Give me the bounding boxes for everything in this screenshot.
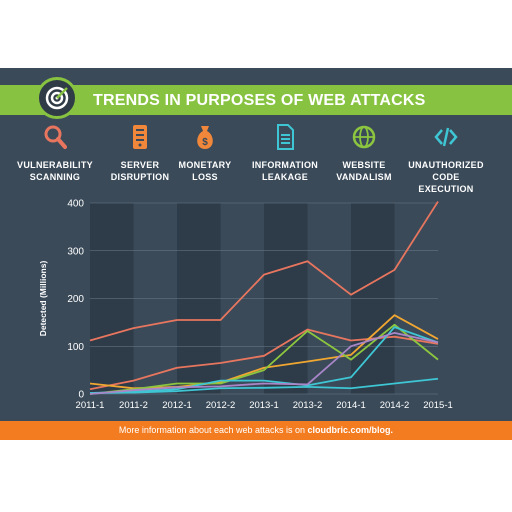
infographic-panel: TRENDS IN PURPOSES OF WEB ATTACKS VULNER… xyxy=(0,68,512,440)
target-logo-icon xyxy=(36,77,78,119)
page-title: TRENDS IN PURPOSES OF WEB ATTACKS xyxy=(93,92,426,109)
category-website-vandalism: WEBSITE VANDALISM xyxy=(322,124,406,183)
category-label: CODE EXECUTION xyxy=(418,172,474,194)
series-line xyxy=(89,201,439,342)
code-icon xyxy=(434,127,458,147)
category-label: INFORMATION xyxy=(251,160,319,170)
x-tick-label: 2014-2 xyxy=(380,400,410,411)
category-label: WEBSITE xyxy=(342,160,386,170)
globe-icon xyxy=(352,125,376,149)
category-label: LEAKAGE xyxy=(261,172,309,182)
y-tick-label: 100 xyxy=(67,342,84,353)
y-tick-label: 0 xyxy=(78,390,84,401)
y-tick-label: 200 xyxy=(67,294,84,305)
category-label: VANDALISM xyxy=(336,172,392,182)
series-line xyxy=(89,331,439,395)
footer-text: More information about each web attacks … xyxy=(118,425,306,435)
category-vulnerability-scanning: VULNERABILITY SCANNING xyxy=(13,124,97,183)
category-unauthorized-code-execution: UNAUTHORIZED CODE EXECUTION xyxy=(404,124,488,195)
header-bar xyxy=(0,85,512,115)
x-tick-label: 2011-1 xyxy=(76,400,105,411)
y-tick-label: 300 xyxy=(67,246,84,257)
x-tick-label: 2013-1 xyxy=(249,400,279,411)
category-label: VULNERABILITY xyxy=(17,160,93,170)
series-line xyxy=(89,326,439,394)
svg-text:$: $ xyxy=(202,137,208,148)
category-label: DISRUPTION xyxy=(110,172,170,182)
x-tick-label: 2014-1 xyxy=(336,400,366,411)
category-information-leakage: INFORMATION LEAKAGE xyxy=(243,124,327,183)
category-monetary-loss: $ MONETARY LOSS xyxy=(163,124,247,183)
x-tick-label: 2011-2 xyxy=(119,400,148,411)
line-chart: 0 100 200 300 400 2011-1 2011-2 2012-1 2012-2 201… xyxy=(38,199,453,412)
category-label: SERVER xyxy=(120,160,160,170)
category-label: SCANNING xyxy=(29,172,81,182)
y-tick-label: 400 xyxy=(67,199,84,210)
x-tick-label: 2015-1 xyxy=(423,400,453,411)
document-icon xyxy=(277,124,294,150)
server-icon xyxy=(133,125,147,149)
magnifier-icon xyxy=(44,125,67,149)
footer-bar: More information about each web attacks … xyxy=(0,421,512,440)
category-server-disruption: SERVER DISRUPTION xyxy=(98,124,182,183)
series-line xyxy=(89,323,439,395)
y-axis-label: Detected (Millions) xyxy=(38,261,48,337)
money-bag-icon: $ xyxy=(197,126,213,149)
category-label: UNAUTHORIZED xyxy=(408,160,484,170)
category-label: MONETARY xyxy=(178,160,232,170)
footer-link[interactable]: cloudbric.com/blog. xyxy=(307,425,394,435)
x-tick-label: 2013-2 xyxy=(293,400,323,411)
x-tick-label: 2012-2 xyxy=(206,400,236,411)
series-line xyxy=(89,377,439,394)
category-label: LOSS xyxy=(192,172,218,182)
x-tick-label: 2012-1 xyxy=(162,400,192,411)
